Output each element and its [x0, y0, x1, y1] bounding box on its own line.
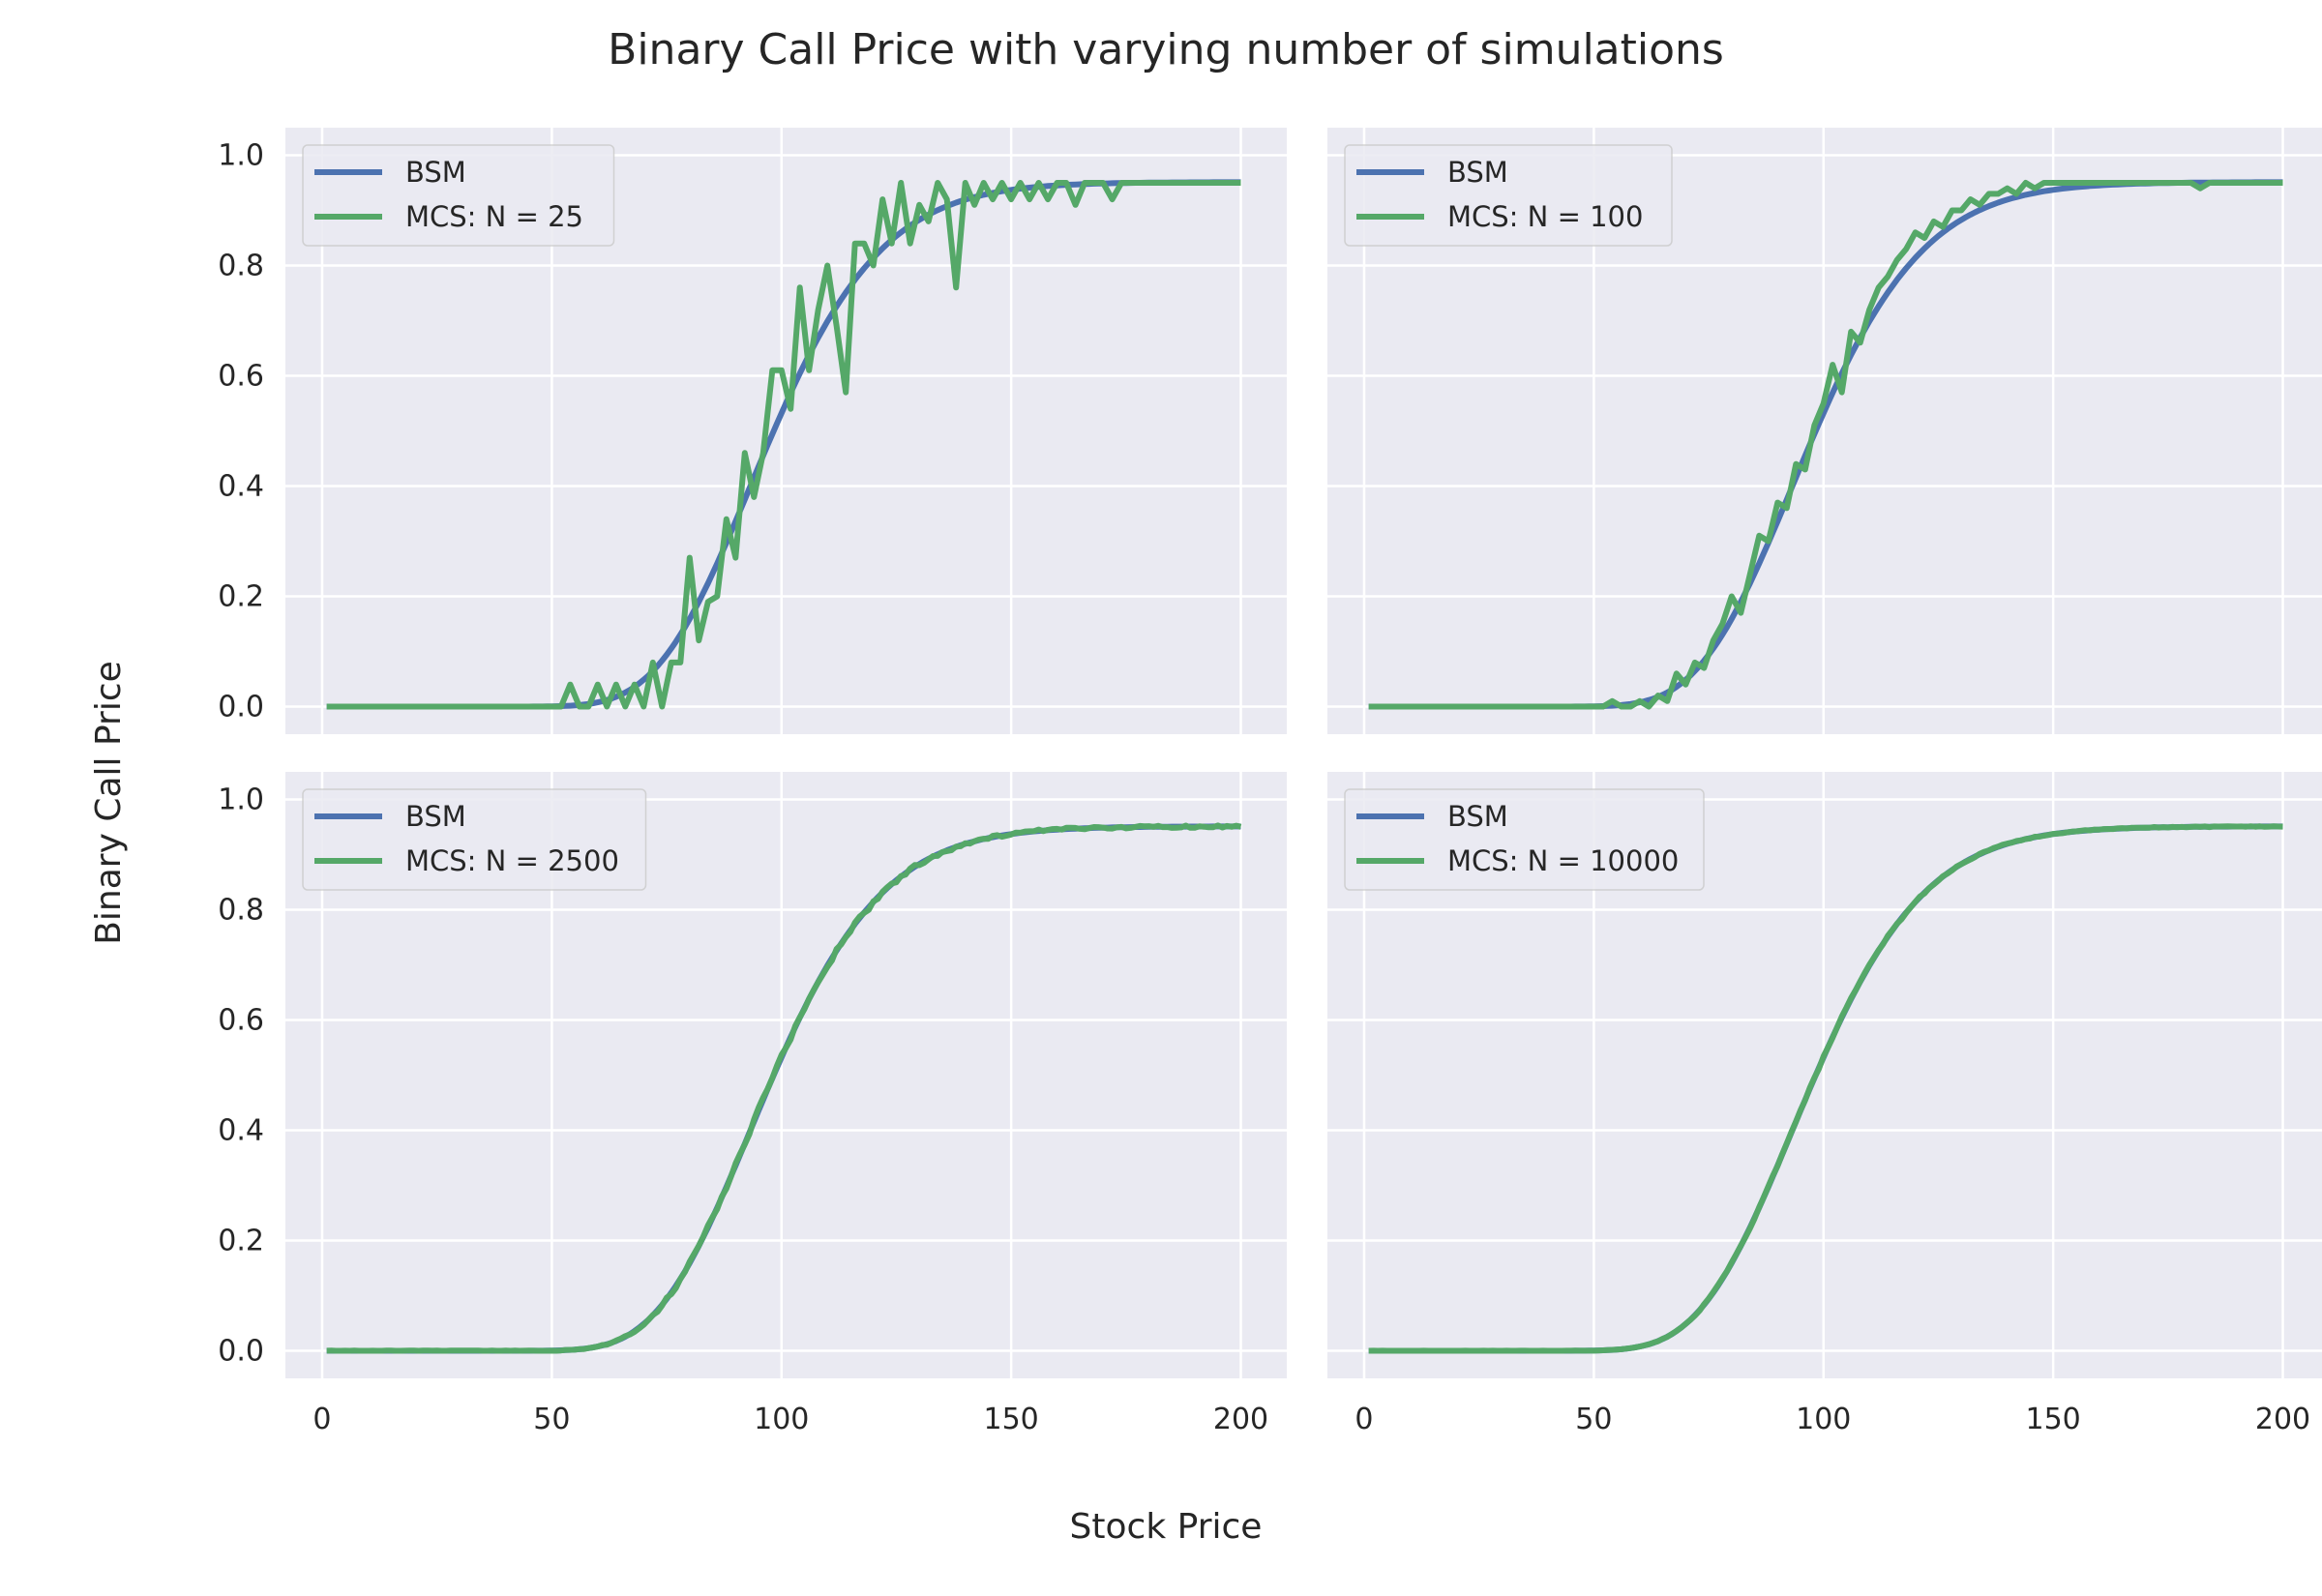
legend-label: MCS: N = 10000	[1447, 844, 1679, 877]
panel-bottom-left: 0 50 100 150 200 0.0 0.2 0.4 0.6 0.8 1.0 BSM MCS: N …	[218, 772, 1287, 1436]
y-tick-label: 0.0	[218, 1335, 264, 1369]
x-tick-label: 200	[1213, 1403, 1268, 1436]
legend-box	[302, 788, 647, 891]
series-line-mcs	[326, 822, 1242, 1354]
series-line-mcs	[1368, 180, 2283, 710]
x-tick-label: 150	[2026, 1403, 2081, 1436]
y-tick-label: 0.2	[218, 1225, 264, 1258]
x-tick-label: 150	[984, 1403, 1039, 1436]
panels: 0.0 0.2 0.4 0.6 0.8 1.0 BSM MCS: N = 25 BSM MCS: …	[218, 128, 2322, 1436]
legend-label: BSM	[1447, 800, 1508, 833]
y-tick-label: 0.0	[218, 691, 264, 724]
legend-label: BSM	[405, 156, 466, 189]
x-tick-label: 0	[1354, 1403, 1373, 1436]
y-axis-title: Binary Call Price	[89, 661, 129, 945]
legend: BSM MCS: N = 100	[1344, 144, 1673, 247]
x-axis-title: Stock Price	[1070, 1507, 1263, 1547]
series-line-mcs	[1368, 823, 2283, 1354]
y-tick-label: 0.8	[218, 250, 264, 283]
legend-label: BSM	[405, 800, 466, 833]
y-tick-label: 0.6	[218, 360, 264, 394]
x-tick-label: 50	[533, 1403, 570, 1436]
y-tick-label: 0.2	[218, 580, 264, 614]
legend-box	[1344, 788, 1705, 891]
legend: BSM MCS: N = 25	[302, 144, 615, 247]
panel-top-right: BSM MCS: N = 100	[1327, 128, 2322, 734]
legend: BSM MCS: N = 2500	[302, 788, 647, 891]
figure-title: Binary Call Price with varying number of…	[608, 25, 1724, 74]
legend-label: MCS: N = 2500	[405, 844, 619, 877]
y-tick-label: 0.6	[218, 1004, 264, 1038]
y-tick-label: 0.4	[218, 470, 264, 504]
y-tick-label: 1.0	[218, 139, 264, 173]
y-tick-label: 0.4	[218, 1114, 264, 1148]
series-line-mcs	[326, 180, 1241, 710]
x-tick-label: 50	[1575, 1403, 1612, 1436]
x-tick-label: 0	[313, 1403, 331, 1436]
legend-label: BSM	[1447, 156, 1508, 189]
x-tick-label: 200	[2255, 1403, 2310, 1436]
legend: BSM MCS: N = 10000	[1344, 788, 1705, 891]
panel-bottom-right: 0 50 100 150 200 BSM MCS: N = 10000	[1327, 772, 2322, 1436]
panel-top-left: 0.0 0.2 0.4 0.6 0.8 1.0 BSM MCS: N = 25	[218, 128, 1287, 734]
y-tick-label: 0.8	[218, 894, 264, 928]
legend-label: MCS: N = 100	[1447, 200, 1643, 233]
x-tick-label: 100	[1796, 1403, 1851, 1436]
legend-label: MCS: N = 25	[405, 200, 583, 233]
x-tick-label: 100	[754, 1403, 809, 1436]
legend-box	[1344, 144, 1673, 247]
y-tick-label: 1.0	[218, 783, 264, 817]
